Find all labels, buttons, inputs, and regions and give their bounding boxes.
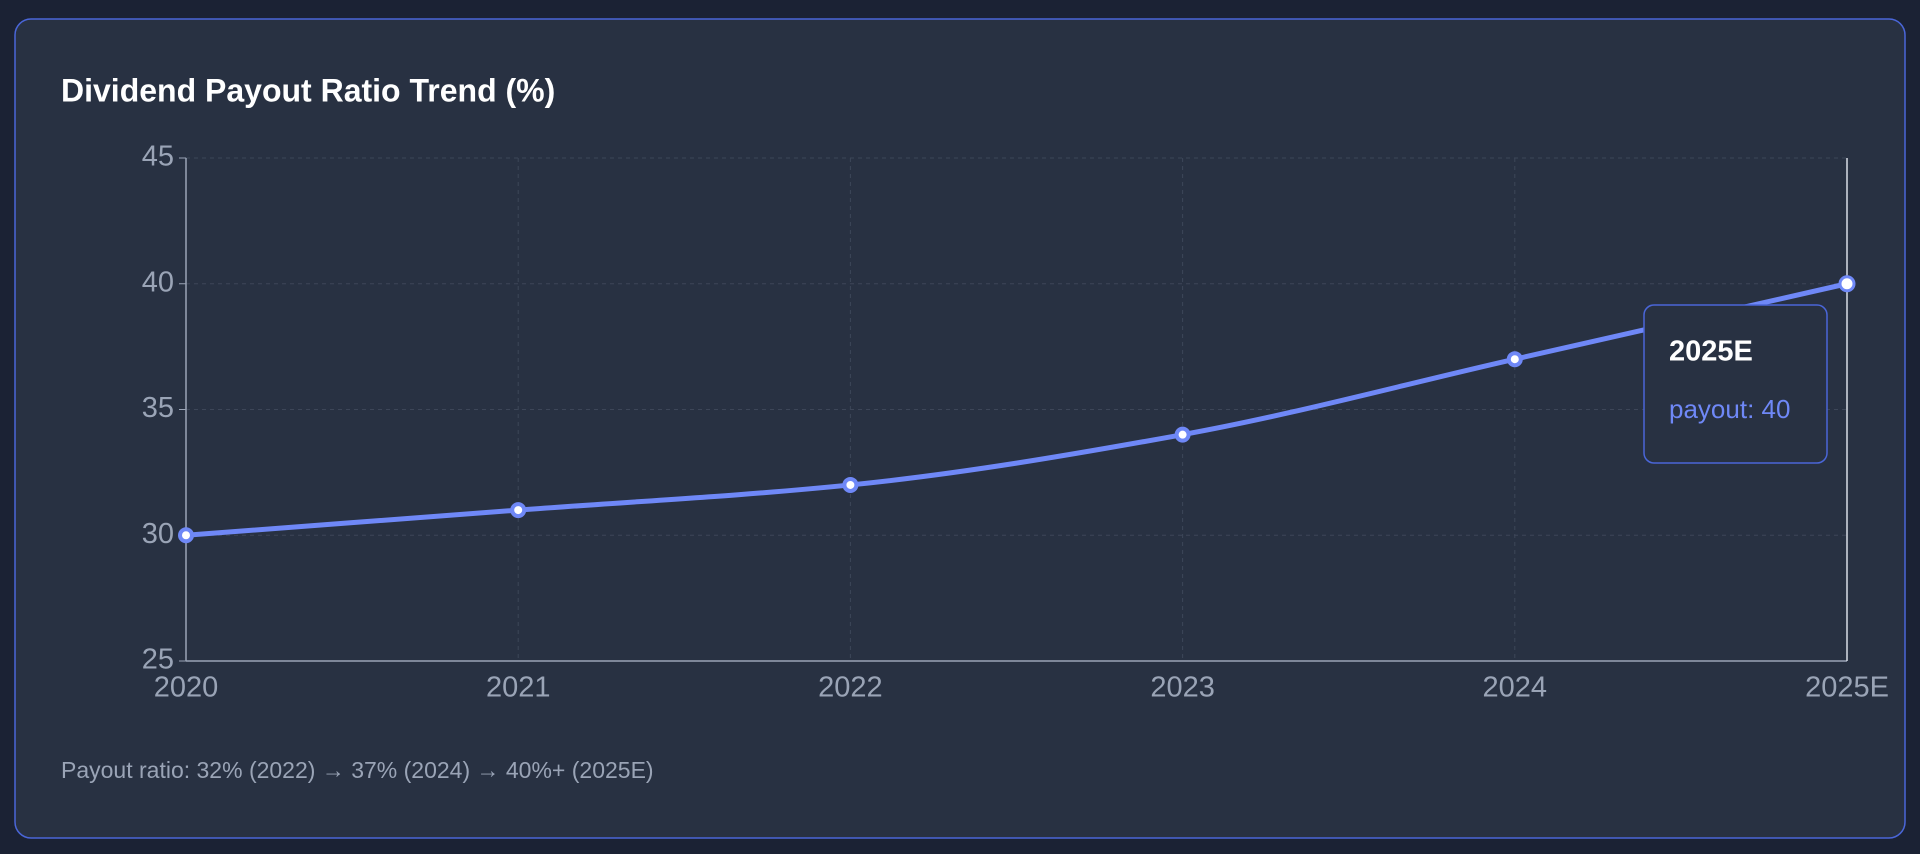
card: [14, 18, 1906, 839]
x-tick-label: 2023: [1150, 672, 1215, 704]
tooltip: 2025E payout: 40: [1643, 304, 1828, 464]
y-tick-label: 45: [142, 141, 174, 173]
tooltip-separator: :: [1747, 394, 1761, 424]
chart-title: Dividend Payout Ratio Trend (%): [61, 72, 555, 108]
tooltip-series-name: payout: [1669, 394, 1748, 424]
tooltip-value: payout: 40: [1669, 394, 1790, 424]
x-tick-label: 2021: [486, 672, 551, 704]
x-tick-label: 2024: [1483, 672, 1548, 704]
point: [1174, 426, 1191, 443]
point: [1506, 351, 1523, 368]
point: [842, 476, 859, 493]
point: [510, 502, 527, 519]
tooltip-number: 40: [1762, 394, 1791, 424]
point: [178, 527, 194, 544]
x-tick-label: 2025E: [1805, 672, 1889, 704]
x-tick-label: 2020: [154, 672, 219, 704]
y-tick-label: 40: [142, 266, 174, 298]
x-tick-label: 2022: [818, 672, 883, 704]
y-tick-label: 35: [142, 392, 174, 424]
y-tick-label: 30: [142, 518, 174, 550]
series-line: [185, 281, 1848, 538]
tooltip-box: [1643, 304, 1828, 464]
y-tick-label: 25: [142, 644, 174, 676]
tooltip-title: 2025E: [1669, 336, 1753, 368]
active-point: [1838, 275, 1856, 293]
chart-note: Payout ratio: 32% (2022) → 37% (2024) → …: [61, 757, 654, 783]
